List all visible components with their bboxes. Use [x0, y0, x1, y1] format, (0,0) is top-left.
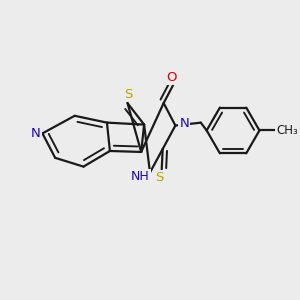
Text: N: N [179, 117, 189, 130]
Text: CH₃: CH₃ [276, 124, 298, 137]
Text: S: S [124, 88, 133, 101]
Text: S: S [156, 171, 164, 184]
Text: O: O [166, 71, 177, 84]
Text: NH: NH [131, 170, 150, 183]
Text: N: N [31, 127, 40, 140]
